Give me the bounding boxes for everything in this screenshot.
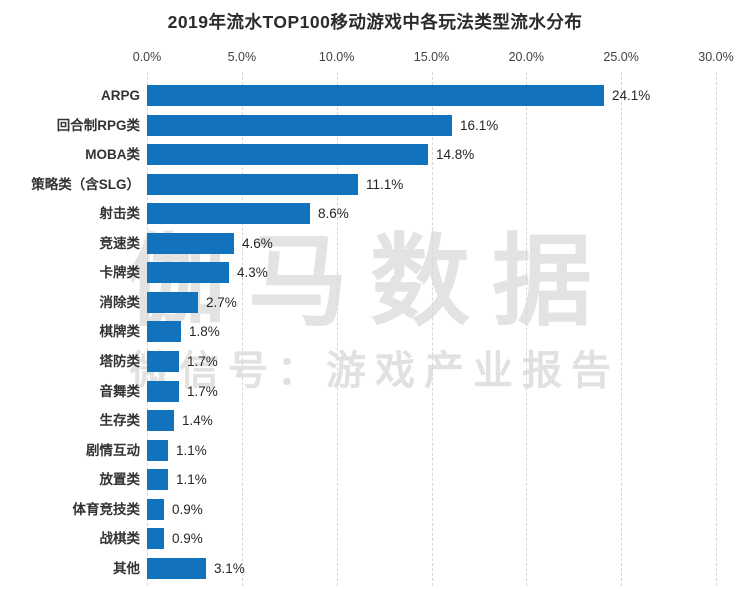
watermark-wechat-text: 微信号：游戏产业报告 (130, 349, 620, 393)
x-axis-tick: 15.0% (413, 50, 450, 64)
bar-3 (147, 144, 428, 165)
category-label: 消除类 (99, 295, 141, 310)
value-label: 8.6% (318, 206, 349, 221)
gridline (336, 72, 338, 586)
category-label: 塔防类 (99, 354, 141, 369)
category-label: 卡牌类 (99, 265, 141, 280)
chart-title: 2019年流水TOP100移动游戏中各玩法类型流水分布 (167, 12, 583, 32)
value-label: 1.8% (189, 324, 220, 339)
category-label: 放置类 (99, 472, 141, 487)
bar-8 (147, 292, 198, 313)
value-label: 16.1% (460, 118, 499, 133)
x-axis-tick: 0.0% (132, 50, 162, 64)
category-label: 生存类 (99, 413, 141, 428)
bar-9 (147, 321, 181, 342)
bar-5 (147, 203, 310, 224)
value-label: 1.1% (176, 472, 207, 487)
gridline (431, 72, 433, 586)
category-label: 棋牌类 (99, 324, 141, 339)
gridline (621, 72, 623, 586)
bar-17 (147, 558, 206, 579)
bar-11 (147, 381, 179, 402)
category-label: ARPG (100, 88, 140, 103)
category-label: 战棋类 (99, 531, 141, 546)
value-label: 4.3% (237, 265, 268, 280)
x-axis-tick: 20.0% (508, 50, 545, 64)
value-label: 1.7% (187, 354, 218, 369)
category-label: MOBA类 (85, 147, 140, 162)
x-axis-tick: 5.0% (227, 50, 257, 64)
bar-15 (147, 499, 164, 520)
bar-16 (147, 528, 164, 549)
category-label: 其他 (113, 561, 140, 576)
value-label: 24.1% (612, 88, 651, 103)
gridline (716, 72, 717, 586)
bar-12 (147, 410, 174, 431)
bar-4 (147, 174, 358, 195)
value-label: 1.4% (182, 413, 213, 428)
bar-6 (147, 233, 234, 254)
value-label: 11.1% (366, 177, 404, 192)
category-label: 射击类 (99, 206, 141, 221)
category-label: 回合制RPG类 (56, 118, 140, 133)
category-label: 体育竞技类 (72, 502, 141, 517)
gridline (526, 72, 528, 586)
value-label: 1.1% (176, 443, 207, 458)
value-label: 4.6% (242, 236, 273, 251)
x-axis-tick: 25.0% (603, 50, 639, 64)
value-label: 2.7% (206, 295, 237, 310)
category-label: 剧情互动 (86, 443, 140, 458)
category-label: 策略类（含SLG） (31, 177, 140, 192)
value-label: 0.9% (172, 502, 203, 517)
value-label: 14.8% (436, 147, 475, 162)
x-axis-tick: 10.0% (318, 50, 355, 64)
value-label: 3.1% (214, 561, 245, 576)
bar-2 (147, 115, 452, 136)
bar-13 (147, 440, 168, 461)
category-label: 音舞类 (99, 384, 141, 399)
gridline (241, 72, 243, 586)
value-label: 1.7% (187, 384, 218, 399)
x-axis-tick: 30.0% (698, 50, 734, 64)
value-label: 0.9% (172, 531, 203, 546)
bar-1 (147, 85, 604, 106)
bar-14 (147, 469, 168, 490)
bar-10 (147, 351, 179, 372)
bar-7 (147, 262, 229, 283)
category-label: 竞速类 (99, 236, 141, 251)
